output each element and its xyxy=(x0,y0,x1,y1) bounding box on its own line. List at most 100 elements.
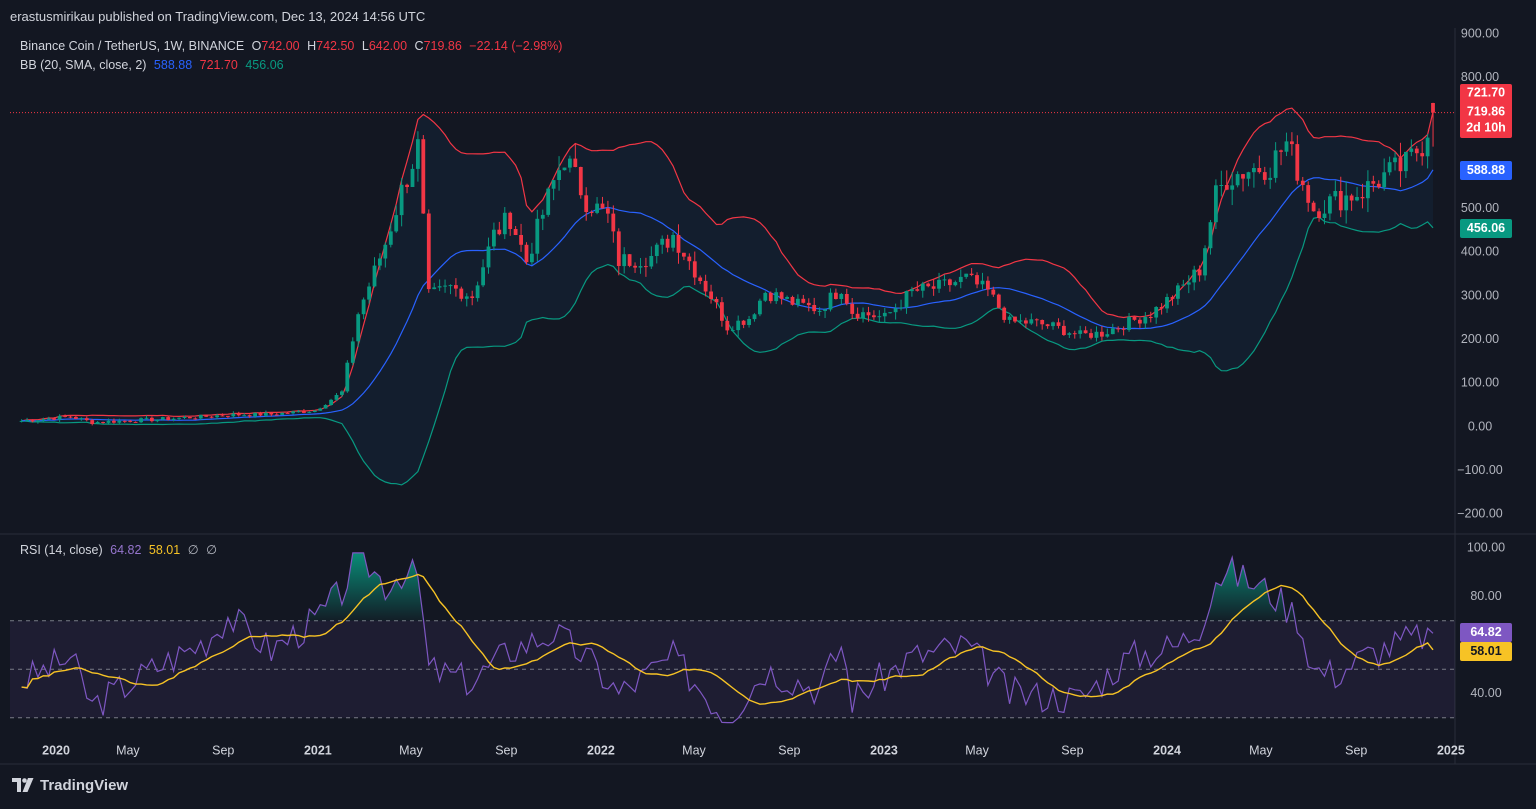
tradingview-brand[interactable]: TradingView xyxy=(12,774,128,796)
candle-body xyxy=(274,414,279,416)
candle-body xyxy=(340,391,344,395)
rsi-legend[interactable]: RSI (14, close) 64.82 58.01 ∅ ∅ xyxy=(20,541,221,559)
candle-body xyxy=(1273,150,1278,178)
candle-body xyxy=(931,286,936,289)
candle-body xyxy=(497,229,502,235)
candle-body xyxy=(1409,148,1414,152)
rsi-value: 64.82 xyxy=(110,543,142,557)
candle-body xyxy=(578,167,583,196)
candle-body xyxy=(46,418,51,420)
candle-body xyxy=(1306,185,1311,203)
candle-body xyxy=(1067,333,1072,335)
candle-body xyxy=(1176,285,1180,299)
candle-body xyxy=(1284,141,1289,152)
candle-body xyxy=(975,275,979,285)
candle-body xyxy=(269,412,274,415)
candle-body xyxy=(1132,316,1137,320)
candle-body xyxy=(492,229,496,247)
bb-legend[interactable]: BB (20, SMA, close, 2) 588.88 721.70 456… xyxy=(20,56,288,74)
candle-body xyxy=(882,312,887,317)
low-label: L xyxy=(361,39,369,53)
candle-body xyxy=(687,256,692,262)
candle-body xyxy=(877,316,882,318)
candle-body xyxy=(1317,211,1321,218)
candle-body xyxy=(1143,317,1148,324)
candle-body xyxy=(589,212,594,213)
candle-body xyxy=(372,265,377,287)
candle-body xyxy=(1105,334,1110,337)
rsi-na-1: ∅ xyxy=(187,543,199,557)
candle-body xyxy=(95,422,100,424)
change-value: −22.14 (−2.98%) xyxy=(469,39,563,53)
candle-body xyxy=(57,415,62,420)
candle-body xyxy=(329,399,333,405)
candle-body xyxy=(285,412,290,414)
candle-body xyxy=(540,214,545,219)
candle-body xyxy=(1262,172,1267,180)
candle-body xyxy=(595,203,599,213)
candle-body xyxy=(1034,319,1039,321)
candle-body xyxy=(785,297,789,299)
candle-body xyxy=(198,414,203,419)
candle-body xyxy=(915,289,920,291)
price-tick-label: 200.00 xyxy=(1461,332,1499,346)
candle-body xyxy=(1165,297,1169,309)
candle-body xyxy=(1148,317,1153,318)
candle-body xyxy=(796,298,800,305)
symbol-title[interactable]: Binance Coin / TetherUS, 1W, BINANCE xyxy=(20,39,245,53)
candle-body xyxy=(834,292,838,299)
candle-body xyxy=(454,285,458,289)
basis-badge-bg xyxy=(1460,161,1512,180)
candle-body xyxy=(899,307,903,309)
candle-body xyxy=(926,283,931,287)
candle-body xyxy=(709,291,713,299)
price-tick-label: 900.00 xyxy=(1461,26,1499,40)
candle-body xyxy=(633,265,637,268)
candle-body xyxy=(502,212,507,235)
candle-body xyxy=(350,341,355,363)
candle-body xyxy=(1181,284,1186,286)
brand-name: TradingView xyxy=(40,776,129,794)
candle-body xyxy=(1116,328,1121,330)
rsi-indicator-label[interactable]: RSI (14, close) xyxy=(20,543,103,557)
candle-body xyxy=(1208,222,1213,249)
candle-body xyxy=(1404,151,1408,172)
candle-body xyxy=(334,395,339,400)
rsi-line xyxy=(21,552,1434,724)
candle-body xyxy=(1235,174,1240,186)
candle-body xyxy=(665,238,670,248)
price-badge-stack-text: 2d 10h xyxy=(1466,120,1506,134)
price-legend[interactable]: Binance Coin / TetherUS, 1W, BINANCE O74… xyxy=(20,37,566,55)
candle-body xyxy=(166,417,171,420)
candle-body xyxy=(1062,325,1066,335)
candle-body xyxy=(910,289,914,292)
candle-body xyxy=(79,418,84,420)
candle-body xyxy=(1322,213,1327,218)
rsi-ma-value: 58.01 xyxy=(148,543,181,557)
candle-body xyxy=(524,244,529,263)
candle-body xyxy=(747,319,751,325)
candle-body xyxy=(573,158,578,167)
candle-body xyxy=(367,286,371,300)
candle-body xyxy=(1376,183,1381,188)
candle-body xyxy=(1382,172,1387,188)
candle-body xyxy=(258,412,263,416)
candle-body xyxy=(1121,328,1126,330)
candle-body xyxy=(1241,174,1245,179)
candle-body xyxy=(1414,148,1419,154)
price-tick-label: 100.00 xyxy=(1461,376,1499,390)
candle-body xyxy=(937,279,941,289)
candle-body xyxy=(448,285,453,287)
time-label: May xyxy=(682,743,706,757)
candle-body xyxy=(671,235,675,248)
candle-body xyxy=(182,417,187,418)
bb-indicator-label[interactable]: BB (20, SMA, close, 2) xyxy=(20,58,147,72)
candle-body xyxy=(464,296,469,299)
candle-body xyxy=(557,170,561,180)
candle-body xyxy=(958,276,963,282)
candle-body xyxy=(296,411,301,413)
candle-body xyxy=(741,320,746,325)
candle-body xyxy=(1333,191,1338,197)
